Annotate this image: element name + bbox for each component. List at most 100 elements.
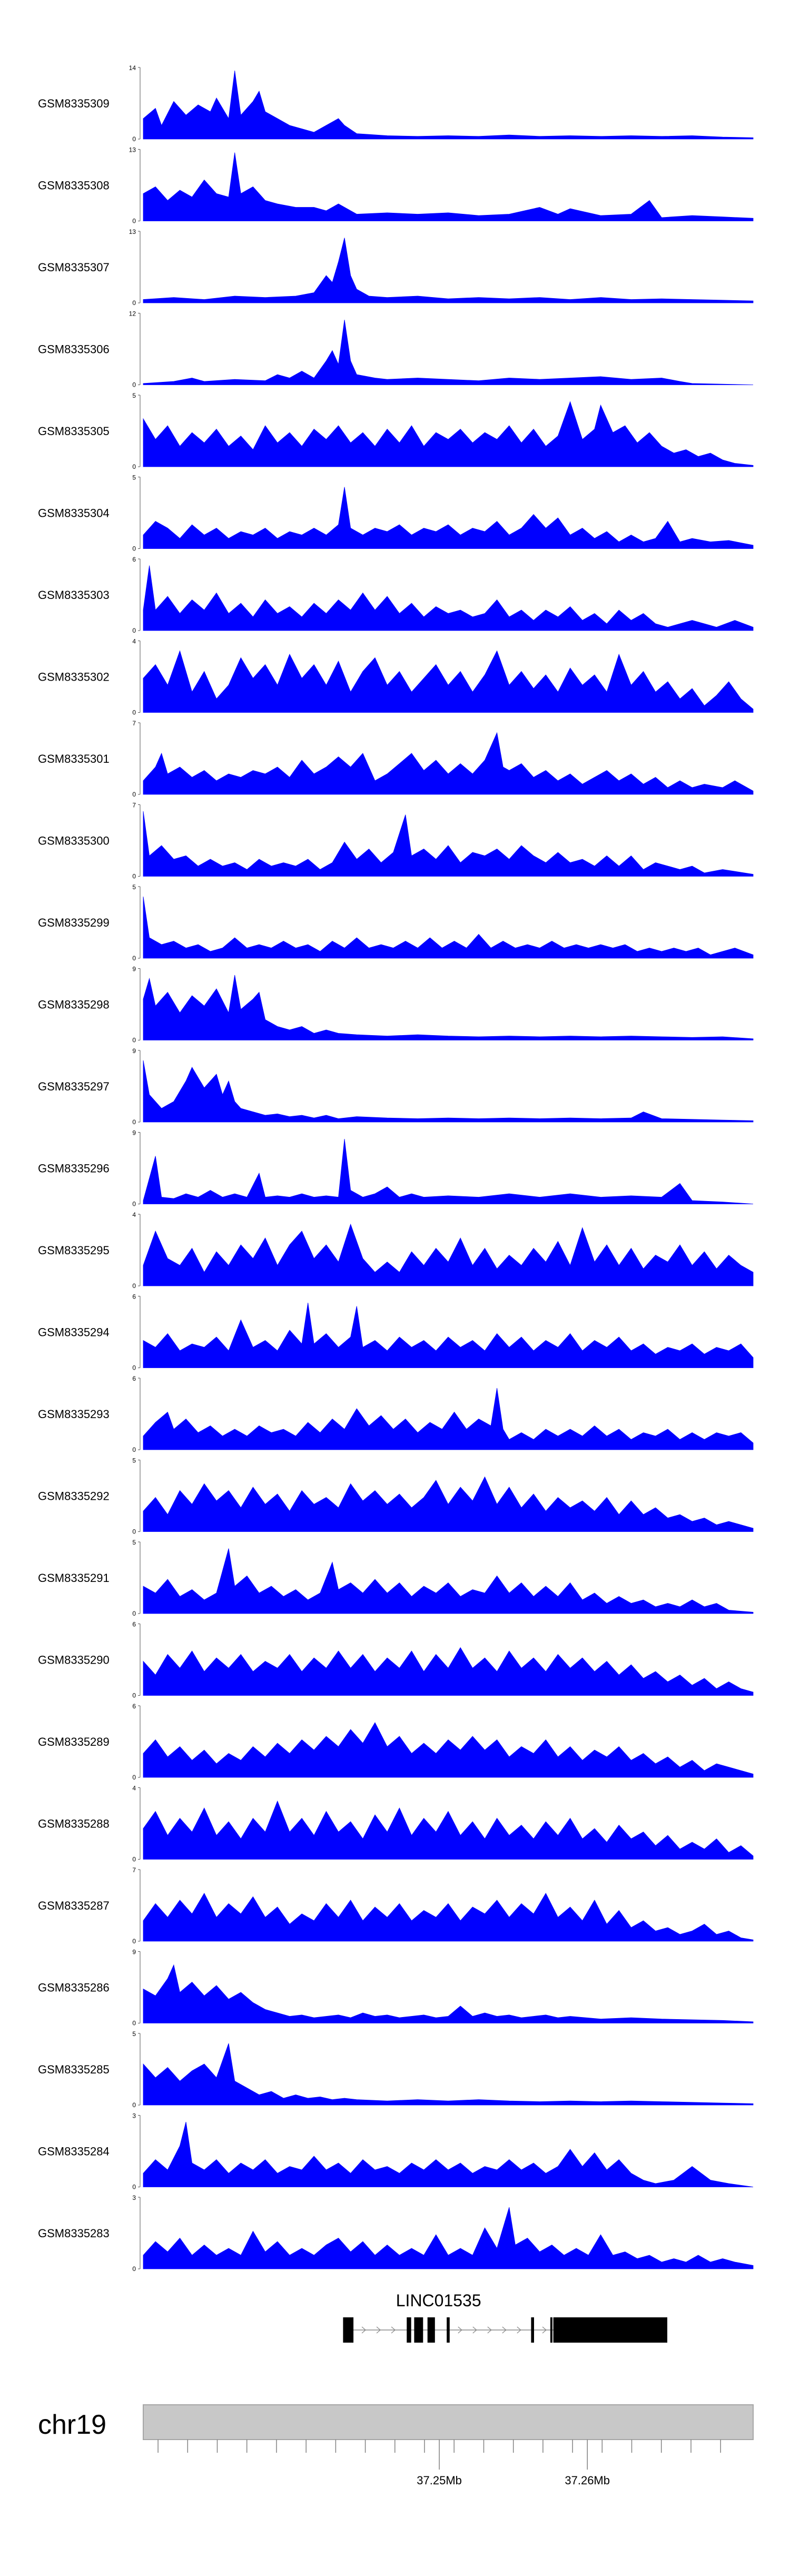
coverage-area (143, 1060, 754, 1123)
track-label: GSM8335299 (38, 916, 110, 929)
track-label: GSM8335306 (38, 343, 110, 356)
track-GSM8335286: GSM8335286 9 0 (38, 1949, 754, 2027)
track-GSM8335291: GSM8335291 5 0 (38, 1539, 754, 1617)
y-axis-max-label: 5 (132, 883, 136, 891)
track-GSM8335292: GSM8335292 5 0 (38, 1457, 754, 1536)
y-axis-min-label: 0 (132, 381, 136, 389)
track-GSM8335301: GSM8335301 7 0 (38, 720, 754, 798)
y-axis-min-label: 0 (132, 218, 136, 225)
y-axis-max-label: 5 (132, 1457, 136, 1464)
y-axis-min-label: 0 (132, 2020, 136, 2027)
y-axis-max-label: 13 (129, 228, 136, 235)
gene-label: LINC01535 (396, 2291, 481, 2310)
coverage-tracks: GSM8335309140GSM8335308130GSM8335307130G… (38, 64, 754, 2273)
coverage-area (143, 2043, 754, 2106)
y-axis-min-label: 0 (132, 545, 136, 553)
coverage-area (143, 1223, 754, 1286)
coverage-area (143, 401, 754, 467)
y-axis-max-label: 9 (132, 966, 136, 973)
track-GSM8335303: GSM8335303 6 0 (38, 556, 754, 634)
strand-chevron (502, 2326, 507, 2334)
y-axis-max-label: 7 (132, 720, 136, 727)
strand-chevron (376, 2326, 381, 2334)
y-axis-min-label: 0 (132, 1856, 136, 1863)
track-label: GSM8335304 (38, 507, 110, 520)
track-label: GSM8335297 (38, 1080, 110, 1093)
track-GSM8335309: GSM8335309 14 0 (38, 64, 754, 143)
strand-chevron (542, 2326, 547, 2334)
strand-chevron (458, 2326, 462, 2334)
coverage-area (143, 1893, 754, 1942)
gene-exon (531, 2317, 534, 2343)
gene-exon (407, 2317, 411, 2343)
y-axis-max-label: 5 (132, 392, 136, 399)
track-label: GSM8335305 (38, 425, 110, 438)
coverage-area (143, 2121, 754, 2187)
track-label: GSM8335298 (38, 998, 110, 1011)
track-label: GSM8335308 (38, 179, 110, 192)
y-axis-min-label: 0 (132, 1446, 136, 1453)
y-axis-min-label: 0 (132, 2265, 136, 2273)
y-axis-max-label: 4 (132, 1785, 136, 1792)
coverage-area (143, 975, 754, 1040)
track-GSM8335290: GSM8335290 6 0 (38, 1621, 754, 1699)
coverage-area (143, 1800, 754, 1860)
track-label: GSM8335293 (38, 1408, 110, 1421)
track-label: GSM8335289 (38, 1735, 110, 1748)
y-axis-max-label: 13 (129, 146, 136, 154)
track-label: GSM8335285 (38, 2063, 110, 2076)
y-axis-max-label: 5 (132, 2030, 136, 2038)
y-axis-min-label: 0 (132, 2184, 136, 2191)
gene-annotation-track: LINC01535 (343, 2291, 667, 2343)
coverage-area (143, 650, 754, 713)
y-axis-min-label: 0 (132, 1610, 136, 1617)
track-GSM8335287: GSM8335287 7 0 (38, 1866, 754, 1945)
y-axis-max-label: 12 (129, 310, 136, 318)
track-GSM8335308: GSM8335308 13 0 (38, 146, 754, 225)
track-GSM8335293: GSM8335293 6 0 (38, 1375, 754, 1453)
strand-chevron (487, 2326, 492, 2334)
track-GSM8335305: GSM8335305 5 0 (38, 392, 754, 470)
track-label: GSM8335300 (38, 834, 110, 848)
genomic-axis: 37.25Mb 37.26Mb (157, 2440, 721, 2487)
y-axis-max-label: 5 (132, 1539, 136, 1546)
track-label: GSM8335283 (38, 2227, 110, 2240)
coverage-area (143, 896, 754, 959)
axis-coordinate-label: 37.25Mb (417, 2474, 462, 2487)
y-axis-max-label: 4 (132, 638, 136, 645)
y-axis-max-label: 6 (132, 556, 136, 563)
chromosome-bar (143, 2404, 754, 2440)
axis-coordinate-label: 37.26Mb (565, 2474, 610, 2487)
y-axis-max-label: 6 (132, 1621, 136, 1628)
track-GSM8335295: GSM8335295 4 0 (38, 1211, 754, 1290)
coverage-area (143, 2207, 754, 2269)
y-axis-max-label: 7 (132, 1866, 136, 1874)
track-GSM8335306: GSM8335306 12 0 (38, 310, 754, 389)
coverage-area (143, 811, 754, 877)
y-axis-max-label: 5 (132, 474, 136, 481)
track-label: GSM8335288 (38, 1817, 110, 1831)
y-axis-max-label: 3 (132, 2112, 136, 2120)
track-label: GSM8335290 (38, 1654, 110, 1667)
y-axis-min-label: 0 (132, 463, 136, 470)
gene-exon (553, 2317, 667, 2343)
coverage-area (143, 238, 754, 303)
track-label: GSM8335309 (38, 97, 110, 110)
strand-chevron (391, 2326, 396, 2334)
coverage-area (143, 70, 754, 140)
track-label: GSM8335294 (38, 1326, 110, 1339)
y-axis-min-label: 0 (132, 1364, 136, 1372)
strand-chevron (517, 2326, 521, 2334)
coverage-area (143, 1722, 754, 1778)
coverage-area (143, 1302, 754, 1368)
chromosome-label: chr19 (38, 2410, 106, 2440)
coverage-area (143, 319, 754, 385)
track-GSM8335299: GSM8335299 5 0 (38, 883, 754, 962)
track-label: GSM8335296 (38, 1162, 110, 1175)
track-label: GSM8335291 (38, 1571, 110, 1585)
gene-exon (343, 2317, 354, 2343)
track-label: GSM8335301 (38, 752, 110, 765)
track-label: GSM8335303 (38, 588, 110, 602)
y-axis-max-label: 6 (132, 1293, 136, 1301)
